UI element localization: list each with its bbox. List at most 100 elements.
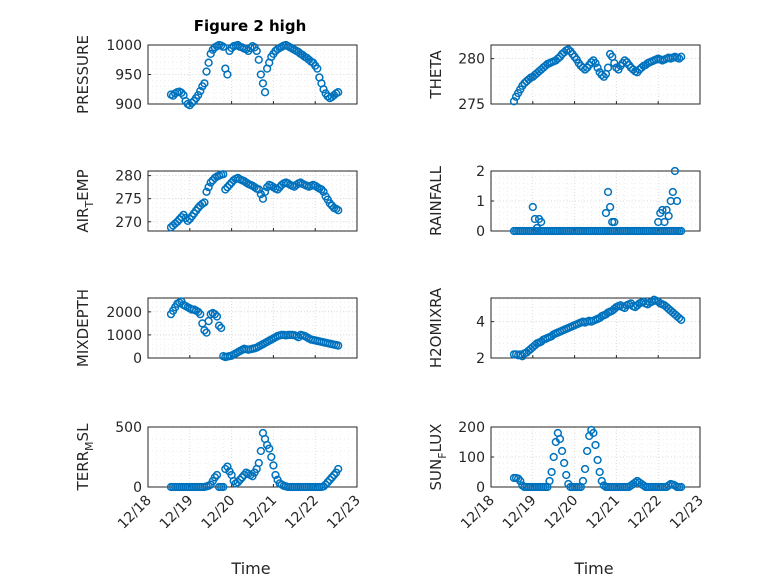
y-axis-label-air_temp: AIRTEMP	[74, 169, 96, 232]
y-axis-label-mixdepth: MIXDEPTH	[74, 289, 92, 367]
data-point-air_temp	[200, 198, 209, 207]
data-point-air_temp	[319, 187, 328, 196]
data-point-pressure	[252, 46, 261, 56]
data-point-rainfall	[668, 187, 677, 197]
y-tick-label: 280	[458, 52, 485, 68]
data-point-sun_flux	[591, 440, 600, 450]
data-point-terr_msl	[319, 482, 328, 491]
data-point-terr_msl	[212, 470, 222, 480]
data-point-pressure	[223, 70, 232, 79]
data-point-rainfall	[664, 211, 673, 221]
data-point-terr_msl	[329, 470, 339, 480]
data-point-mixdepth	[200, 326, 209, 335]
data-point-mixdepth	[217, 323, 226, 333]
data-point-theta	[564, 45, 573, 54]
data-point-pressure	[200, 79, 209, 88]
data-point-theta	[620, 56, 629, 65]
data-point-pressure	[319, 85, 328, 94]
y-axis-label-sun_flux: SUNFLUX	[427, 424, 449, 491]
data-point-pressure	[334, 88, 343, 97]
data-point-pressure	[254, 55, 263, 64]
y-axis-label-terr_msl: TERRMSL	[74, 423, 96, 492]
data-point-air_temp	[325, 199, 334, 208]
data-point-terr_msl	[267, 452, 276, 462]
data-point-pressure	[313, 64, 322, 73]
data-point-rainfall	[660, 217, 669, 227]
x-tick-label: 12/18	[115, 493, 155, 533]
y-tick-label: 1000	[106, 328, 142, 344]
data-point-theta	[677, 52, 686, 61]
data-point-theta	[593, 63, 602, 72]
data-point-rainfall	[677, 226, 686, 236]
y-tick-label: 0	[476, 480, 485, 496]
data-point-pressure	[202, 67, 211, 76]
y-tick-label: 0	[133, 351, 142, 367]
x-axis-label-left: Time	[230, 559, 270, 578]
data-point-terr_msl	[223, 462, 232, 471]
data-point-air_temp	[171, 219, 180, 228]
data-point-sun_flux	[555, 434, 565, 444]
data-point-terr_msl	[271, 470, 280, 480]
data-point-terr_msl	[256, 446, 266, 456]
x-tick-label: 12/23	[324, 493, 364, 533]
x-tick-label: 12/19	[500, 493, 540, 533]
data-point-sun_flux	[562, 470, 571, 480]
data-point-theta	[509, 97, 519, 106]
data-point-rainfall	[537, 217, 546, 227]
data-point-terr_msl	[254, 458, 263, 468]
panel-h2omixra: 2 4 H2OMIXRA	[427, 287, 701, 368]
data-point-mixdepth	[210, 310, 220, 319]
y-tick-label: 950	[115, 68, 142, 84]
x-tick-label: 12/20	[542, 493, 582, 533]
data-point-pressure	[233, 40, 243, 50]
data-point-sun_flux	[547, 467, 556, 477]
y-tick-label: 275	[458, 97, 485, 113]
data-point-mixdepth	[194, 307, 203, 316]
data-point-mixdepth	[196, 310, 205, 319]
data-point-sun_flux	[560, 458, 569, 468]
data-point-pressure	[206, 49, 215, 58]
y-tick-label: 500	[115, 420, 142, 436]
data-point-sun_flux	[516, 476, 525, 486]
data-point-theta	[674, 54, 684, 63]
data-point-air_temp	[204, 183, 213, 192]
data-point-pressure	[196, 86, 205, 96]
data-point-sun_flux	[677, 482, 686, 492]
data-point-terr_msl	[265, 444, 274, 453]
data-point-pressure	[177, 88, 186, 97]
data-point-mixdepth	[214, 321, 224, 330]
y-tick-label: 900	[115, 97, 142, 113]
data-point-terr_msl	[269, 461, 278, 470]
data-point-air_temp	[177, 213, 186, 222]
y-tick-label: 1000	[106, 38, 142, 54]
data-point-pressure	[219, 42, 228, 51]
data-point-terr_msl	[321, 480, 330, 489]
data-point-rainfall	[603, 187, 613, 197]
panel-pressure: 900 950 1000 PRESSURE	[74, 35, 358, 114]
data-point-theta	[603, 63, 613, 72]
data-point-terr_msl	[334, 464, 343, 474]
data-point-sun_flux	[578, 476, 588, 486]
x-tick-label: 12/18	[458, 493, 498, 533]
data-point-pressure	[258, 79, 268, 88]
data-point-rainfall	[670, 166, 680, 176]
data-point-sun_flux	[593, 455, 602, 465]
data-point-air_temp	[206, 178, 215, 187]
data-point-theta	[553, 54, 563, 63]
data-point-air_temp	[225, 180, 234, 189]
data-point-pressure	[204, 58, 213, 67]
data-point-h2omixra	[677, 315, 686, 324]
axes-border-terr_msl	[147, 426, 358, 488]
data-point-terr_msl	[235, 475, 245, 484]
axes-border-air_temp	[147, 170, 358, 232]
figure-title: Figure 2 high	[194, 17, 307, 35]
data-point-air_temp	[256, 189, 266, 199]
x-axis-label-right: Time	[573, 559, 613, 578]
data-point-air_temp	[273, 185, 282, 194]
data-point-theta	[597, 70, 606, 80]
data-point-sun_flux	[514, 474, 523, 483]
data-point-theta	[591, 59, 600, 68]
data-point-sun_flux	[545, 476, 554, 486]
